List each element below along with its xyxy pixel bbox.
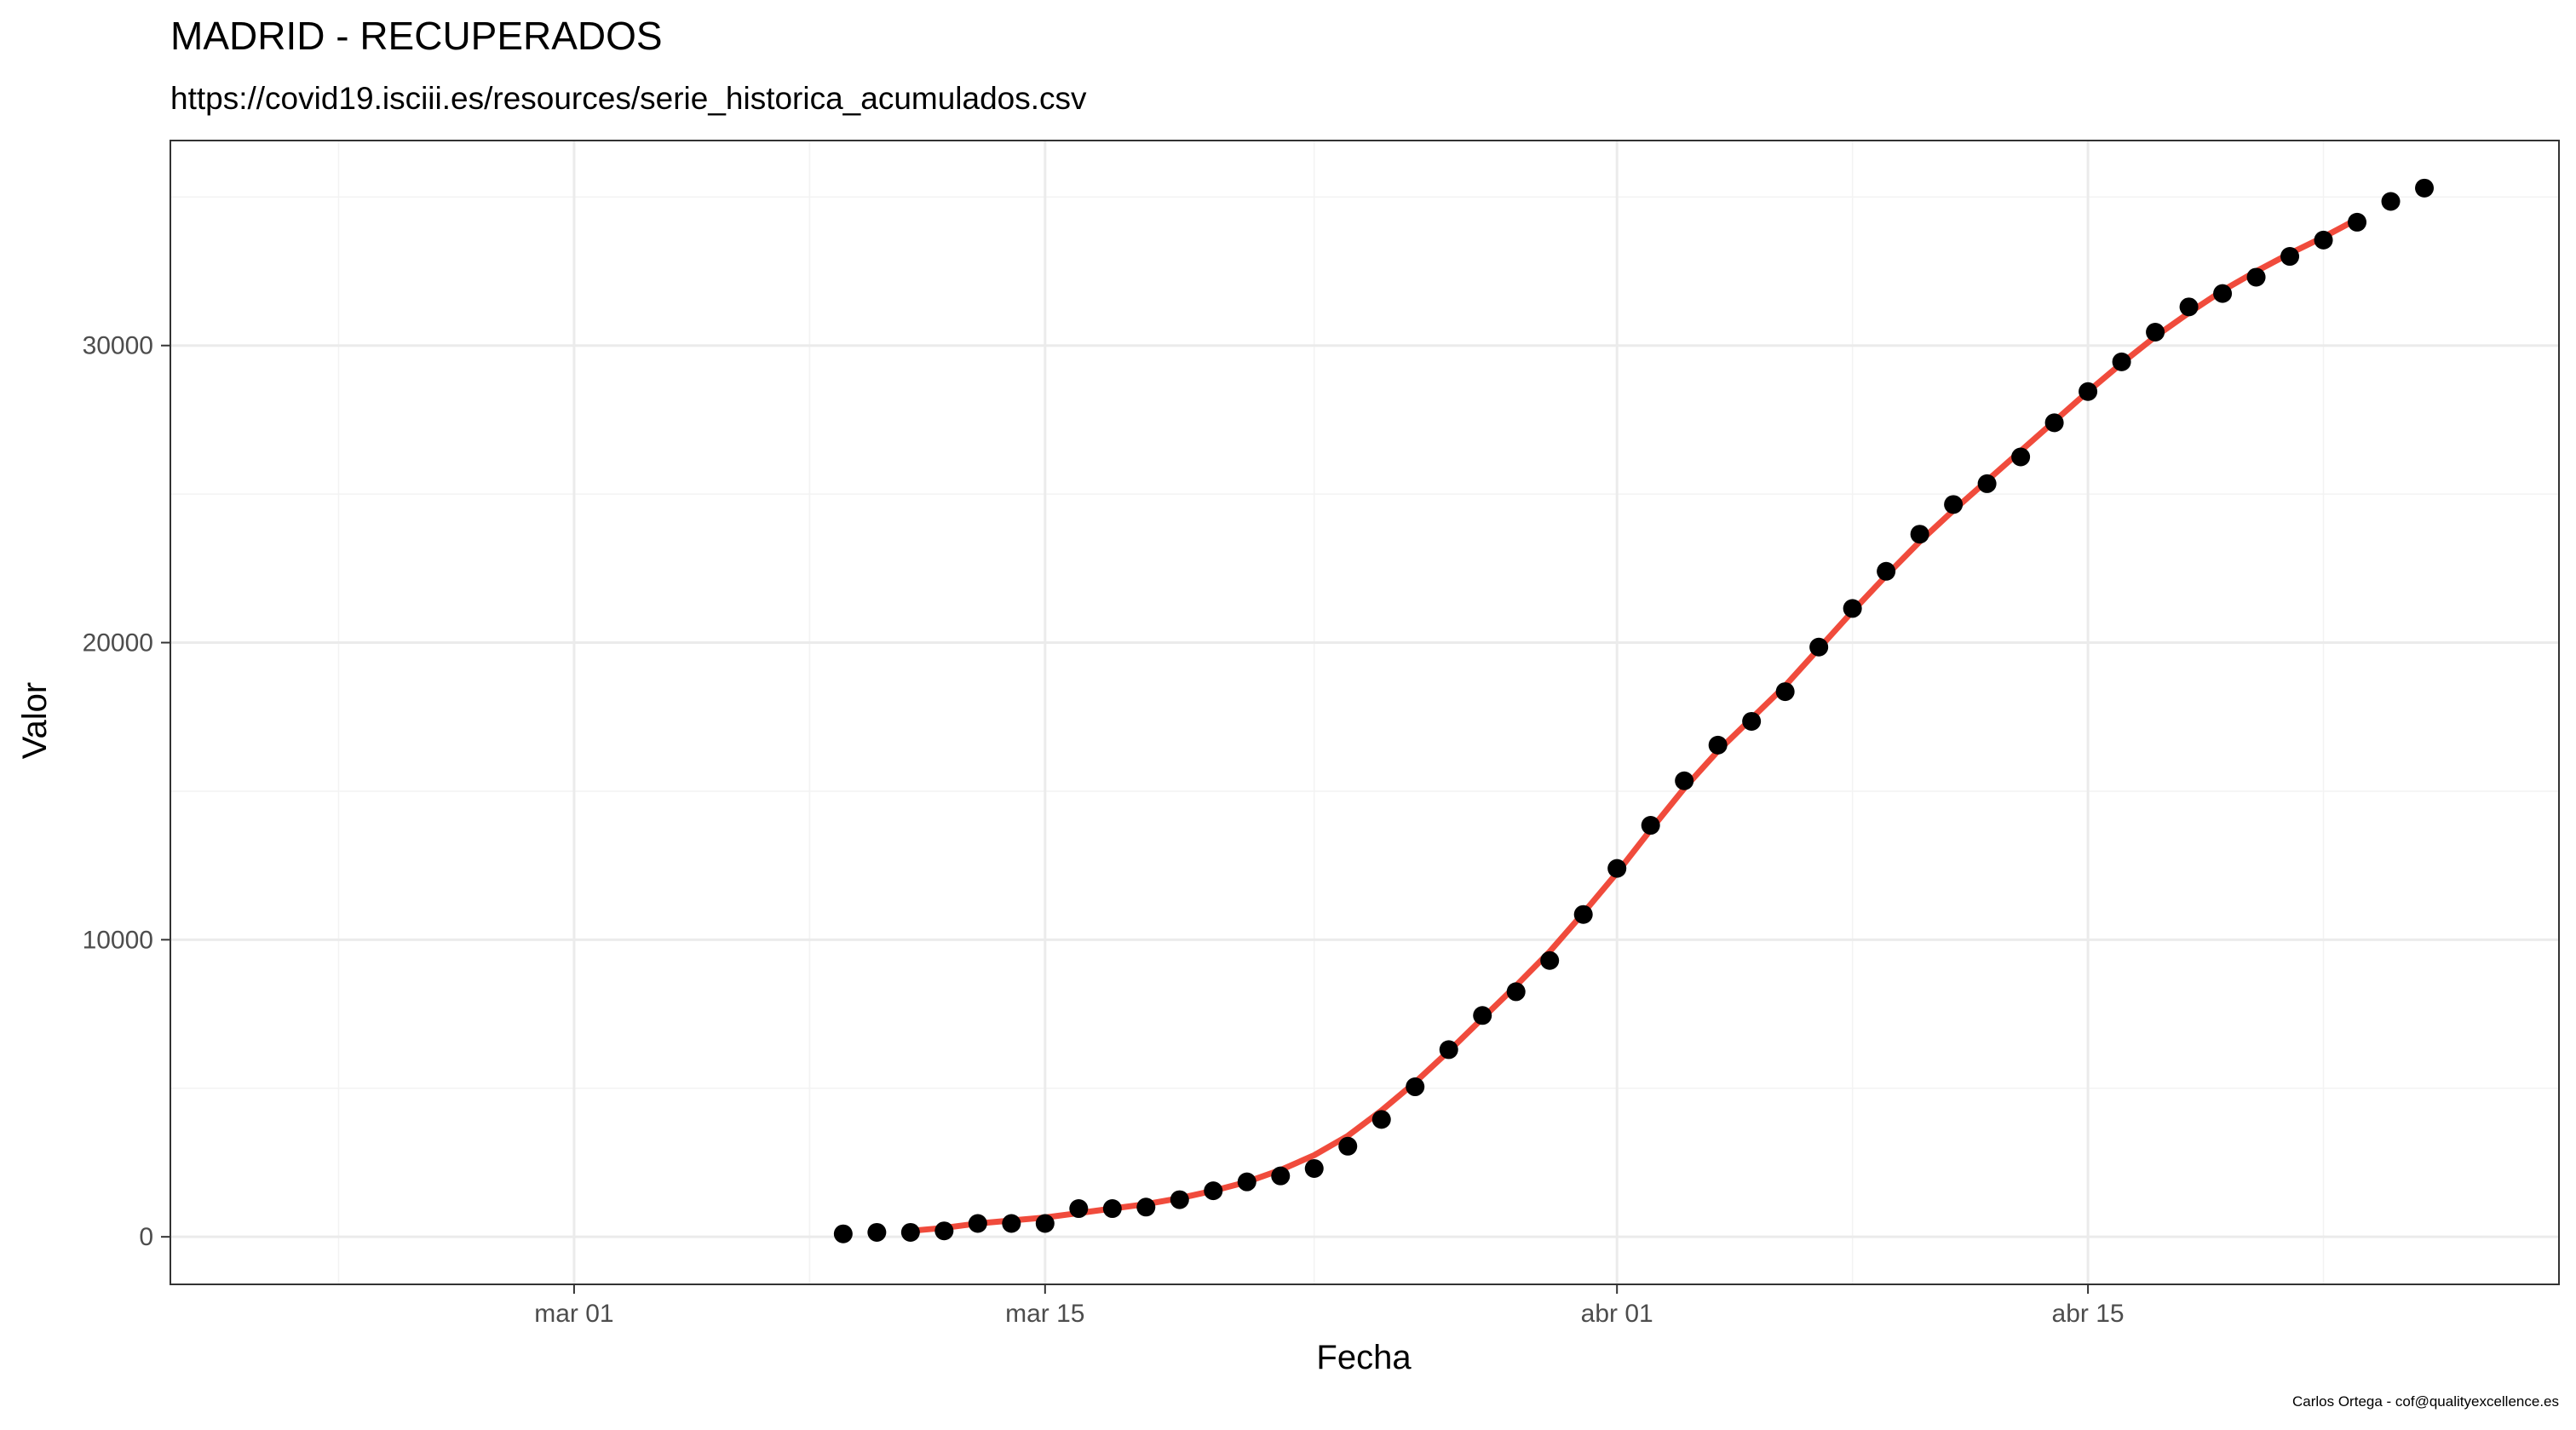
data-point xyxy=(2415,178,2435,198)
data-point xyxy=(833,1224,853,1243)
data-point xyxy=(1304,1158,1324,1178)
data-point xyxy=(1910,525,1929,544)
x-axis-label: Fecha xyxy=(1316,1339,1412,1376)
data-point xyxy=(1877,561,1896,581)
data-point xyxy=(1641,816,1660,836)
data-point xyxy=(2246,267,2266,287)
chart-subtitle: https://covid19.isciii.es/resources/seri… xyxy=(170,81,1087,116)
data-point xyxy=(934,1221,954,1241)
x-tick-label: abr 15 xyxy=(2052,1300,2125,1328)
y-tick-label: 20000 xyxy=(83,629,153,658)
minor-gridlines xyxy=(170,141,2559,1284)
data-point xyxy=(1371,1110,1391,1129)
data-point xyxy=(1170,1190,1189,1209)
points-layer xyxy=(833,178,2435,1243)
data-point xyxy=(1406,1077,1425,1097)
data-point xyxy=(1675,771,1694,790)
data-point xyxy=(900,1222,920,1242)
chart-caption: Carlos Ortega - cof@qualityexcellence.es xyxy=(2292,1393,2559,1410)
data-point xyxy=(1473,1006,1492,1025)
data-point xyxy=(1742,711,1762,731)
data-point xyxy=(1540,950,1560,970)
x-axis: mar 01 mar 15 abr 01 abr 15 xyxy=(534,1284,2125,1328)
panel-border-rect xyxy=(170,140,2560,1285)
data-point xyxy=(1237,1172,1256,1192)
data-point xyxy=(1843,599,1862,618)
data-point xyxy=(1338,1136,1358,1156)
data-point xyxy=(1573,905,1593,924)
y-axis-label: Valor xyxy=(16,682,54,759)
plot-panel xyxy=(170,141,2559,1284)
data-point xyxy=(1204,1181,1223,1201)
data-point xyxy=(2314,230,2333,250)
data-point xyxy=(1069,1199,1089,1219)
data-point xyxy=(968,1214,987,1233)
data-point xyxy=(1439,1040,1458,1060)
data-point xyxy=(867,1222,887,1242)
data-point xyxy=(1271,1166,1291,1186)
data-point xyxy=(1809,637,1829,657)
y-axis: 0 10000 20000 30000 xyxy=(83,332,170,1251)
data-point xyxy=(1136,1197,1156,1217)
data-point xyxy=(1035,1214,1055,1233)
data-point xyxy=(2280,247,2300,267)
y-tick-label: 10000 xyxy=(83,926,153,954)
major-gridlines xyxy=(170,141,2559,1284)
data-point xyxy=(1002,1214,1021,1233)
data-point xyxy=(2213,284,2233,303)
x-tick-label: abr 01 xyxy=(1581,1300,1653,1328)
x-tick-label: mar 01 xyxy=(534,1300,613,1328)
data-point xyxy=(1102,1199,1122,1219)
data-point xyxy=(2381,192,2401,211)
data-point xyxy=(1506,982,1526,1002)
data-point xyxy=(2112,352,2131,371)
data-point xyxy=(2011,447,2031,467)
panel-border xyxy=(170,140,2560,1285)
chart-title: MADRID - RECUPERADOS xyxy=(170,14,663,58)
data-point xyxy=(2146,322,2165,342)
data-point xyxy=(2348,212,2367,232)
data-point xyxy=(2179,297,2199,317)
data-point xyxy=(1944,495,1964,514)
y-tick-label: 30000 xyxy=(83,332,153,360)
data-point xyxy=(1775,682,1795,702)
data-point xyxy=(2079,382,2098,401)
data-point xyxy=(1607,859,1627,878)
y-tick-label: 0 xyxy=(139,1223,153,1251)
data-point xyxy=(2044,413,2064,433)
data-point xyxy=(1708,735,1728,755)
data-point xyxy=(1977,474,1997,493)
panel-background xyxy=(170,141,2559,1284)
x-tick-label: mar 15 xyxy=(1005,1300,1084,1328)
